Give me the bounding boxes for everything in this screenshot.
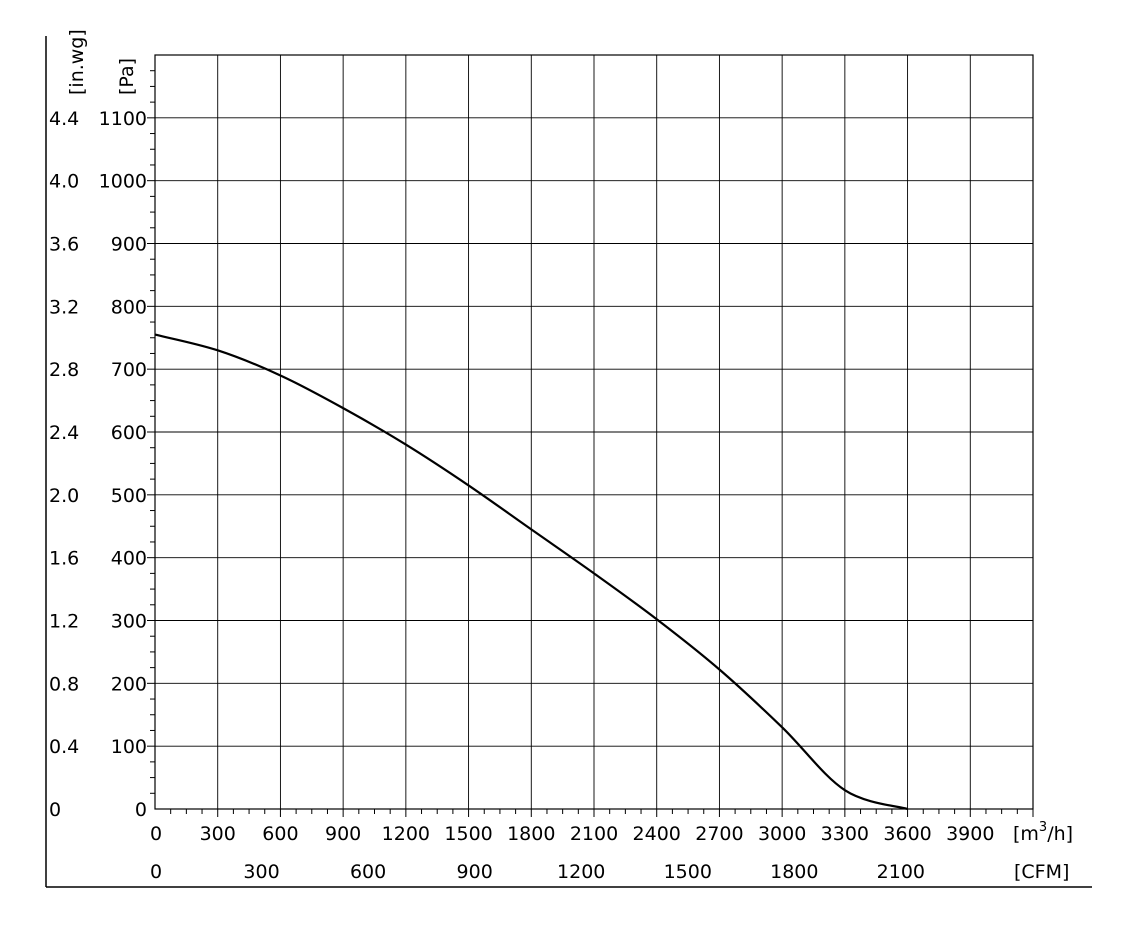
x-primary-tick-label: 0: [150, 823, 162, 845]
y-secondary-tick-label: 2.4: [49, 422, 79, 444]
y-primary-tick-label: 300: [111, 611, 147, 633]
x-secondary-tick-label: 300: [243, 861, 279, 883]
y-primary-tick-label: 900: [111, 234, 147, 256]
y-primary-tick-label: 600: [111, 422, 147, 444]
x-primary-tick-label: 1200: [382, 823, 430, 845]
x-secondary-tick-label: 1800: [770, 861, 818, 883]
y-primary-tick-label: 100: [111, 736, 147, 758]
y-secondary-tick-label: 0.4: [49, 736, 79, 758]
x-primary-tick-label: 3300: [821, 823, 869, 845]
y-secondary-tick-label: 1.6: [49, 548, 79, 570]
y-primary-tick-label: 1100: [99, 108, 147, 130]
x-primary-tick-label: 3000: [758, 823, 806, 845]
y-primary-tick-label: 800: [111, 296, 147, 318]
y-secondary-tick-label: 4.0: [49, 171, 79, 193]
x-secondary-tick-label: 1500: [664, 861, 712, 883]
y-secondary-tick-label: 3.2: [49, 296, 79, 318]
y-axis-tick-labels: 0 100 200 300 400 500 600 700 800 900 1000 1100 0 0.4…: [49, 108, 147, 821]
chart-frame: [45, 36, 1092, 888]
y-secondary-tick-label: 2.8: [49, 359, 79, 381]
x-primary-tick-label: 2100: [570, 823, 618, 845]
y-secondary-tick-label: 3.6: [49, 234, 79, 256]
y-primary-tick-label: 400: [111, 548, 147, 570]
x-secondary-unit-label: [CFM]: [1014, 861, 1069, 883]
x-primary-tick-label: 3600: [883, 823, 931, 845]
x-axis-tick-labels: 0 300 600 900 1200 1500 1800 2100 2400 2700 3000 33…: [150, 823, 994, 883]
x-secondary-tick-label: 0: [150, 861, 162, 883]
x-secondary-tick-label: 1200: [557, 861, 605, 883]
x-secondary-tick-label: 900: [457, 861, 493, 883]
x-primary-tick-label: 300: [200, 823, 236, 845]
x-primary-tick-label: 3900: [946, 823, 994, 845]
x-primary-unit-label: [m3/h]: [1013, 820, 1073, 845]
y-secondary-tick-label: 1.2: [49, 611, 79, 633]
minor-ticks: [147, 70, 1034, 817]
y-primary-tick-label: 500: [111, 485, 147, 507]
x-primary-tick-label: 2400: [633, 823, 681, 845]
grid-lines: [155, 55, 1033, 809]
x-secondary-tick-label: 600: [350, 861, 386, 883]
y-secondary-tick-label: 0.8: [49, 673, 79, 695]
x-primary-tick-label: 900: [325, 823, 361, 845]
y-primary-tick-label: 1000: [99, 171, 147, 193]
x-primary-tick-label: 1500: [444, 823, 492, 845]
y-secondary-tick-label: 2.0: [49, 485, 79, 507]
y-secondary-unit-label: [in.wg]: [66, 29, 88, 95]
y-primary-tick-label: 700: [111, 359, 147, 381]
y-primary-unit-label: [Pa]: [116, 58, 138, 95]
y-secondary-tick-label: 0: [49, 799, 61, 821]
x-secondary-tick-label: 2100: [877, 861, 925, 883]
performance-curve: [154, 333, 908, 811]
x-primary-tick-label: 2700: [695, 823, 743, 845]
y-secondary-tick-label: 4.4: [49, 108, 79, 130]
x-primary-tick-label: 600: [262, 823, 298, 845]
y-primary-tick-label: 0: [135, 799, 147, 821]
curve-group: [154, 333, 908, 811]
y-primary-tick-label: 200: [111, 673, 147, 695]
x-primary-tick-label: 1800: [507, 823, 555, 845]
